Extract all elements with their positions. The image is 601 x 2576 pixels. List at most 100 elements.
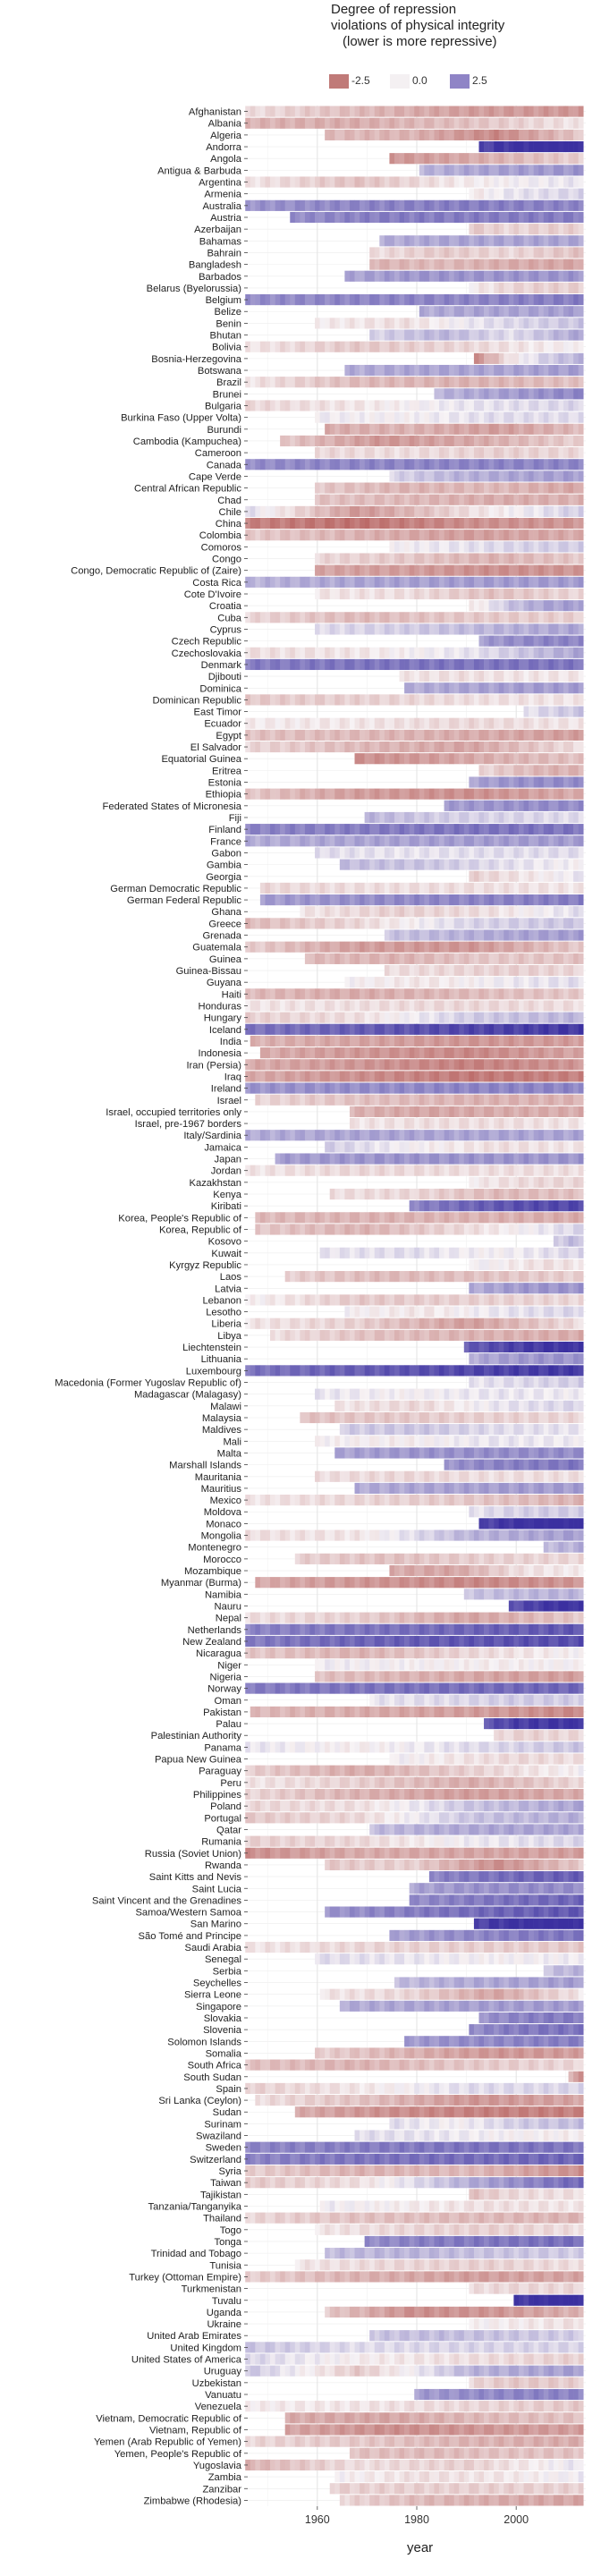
heatmap-tile	[364, 882, 370, 894]
heatmap-tile	[394, 835, 400, 847]
heatmap-tile	[508, 282, 514, 294]
heatmap-tile	[459, 388, 465, 400]
heatmap-tile	[488, 824, 495, 835]
heatmap-tile	[300, 435, 306, 447]
heatmap-tile	[259, 694, 266, 706]
heatmap-tile	[309, 576, 316, 588]
heatmap-tile	[473, 129, 479, 140]
heatmap-tile	[394, 517, 400, 530]
heatmap-tile	[399, 906, 405, 918]
heatmap-tile	[309, 824, 316, 835]
heatmap-tile	[379, 482, 385, 494]
heatmap-tile	[568, 258, 574, 270]
heatmap-tile	[558, 270, 564, 282]
heatmap-tile	[344, 694, 351, 706]
heatmap-tile	[538, 153, 545, 165]
heatmap-tile	[459, 470, 465, 482]
heatmap-tile	[409, 576, 415, 588]
heatmap-tile	[553, 882, 559, 894]
heatmap-tile	[334, 494, 341, 505]
heatmap-tile	[478, 1012, 485, 1023]
heatmap-tile	[568, 647, 574, 658]
heatmap-tile	[360, 588, 365, 600]
heatmap-tile	[533, 776, 539, 788]
heatmap-tile	[469, 1071, 475, 1082]
heatmap-tile	[504, 635, 510, 647]
heatmap-tile	[449, 929, 454, 941]
heatmap-tile	[434, 364, 440, 377]
heatmap-tile	[265, 530, 271, 541]
heatmap-tile	[568, 694, 574, 706]
heatmap-tile	[543, 505, 549, 517]
heatmap-tile	[529, 800, 534, 811]
heatmap-tile	[553, 517, 559, 530]
heatmap-tile	[374, 294, 380, 306]
heatmap-tile	[508, 859, 514, 870]
heatmap-tile	[444, 388, 450, 400]
heatmap-tile	[304, 106, 310, 117]
heatmap-tile	[428, 153, 435, 165]
heatmap-tile	[568, 588, 574, 600]
heatmap-tile	[290, 824, 296, 835]
heatmap-tile	[280, 1071, 285, 1082]
heatmap-tile	[568, 247, 574, 258]
heatmap-tile	[360, 859, 365, 870]
heatmap-tile	[325, 176, 331, 188]
heatmap-tile	[444, 423, 450, 435]
heatmap-tile	[384, 117, 390, 129]
heatmap-tile	[424, 906, 430, 918]
heatmap-tile	[404, 377, 410, 388]
heatmap-tile	[319, 1059, 326, 1071]
heatmap-tile	[548, 1094, 554, 1106]
heatmap-tile	[344, 1165, 351, 1176]
heatmap-tile	[360, 1059, 365, 1071]
heatmap-tile	[394, 364, 400, 377]
heatmap-tile	[518, 106, 524, 117]
heatmap-tile	[504, 1082, 510, 1094]
heatmap-tile	[369, 941, 376, 953]
heatmap-tile	[538, 1012, 545, 1023]
heatmap-tile	[523, 1071, 529, 1082]
heatmap-tile	[275, 658, 281, 671]
heatmap-tile	[498, 882, 504, 894]
heatmap-tile	[384, 176, 390, 188]
heatmap-tile	[404, 106, 410, 117]
heatmap-tile	[563, 1106, 569, 1117]
heatmap-tile	[300, 1035, 306, 1047]
heatmap-tile	[484, 564, 489, 576]
heatmap-tile	[484, 612, 489, 623]
heatmap-tile	[553, 106, 559, 117]
heatmap-tile	[523, 788, 529, 800]
heatmap-tile	[538, 211, 545, 224]
heatmap-tile	[259, 576, 266, 588]
heatmap-tile	[533, 341, 539, 352]
heatmap-tile	[548, 270, 554, 282]
heatmap-tile	[498, 1035, 504, 1047]
heatmap-tile	[339, 588, 345, 600]
heatmap-tile	[315, 717, 320, 729]
heatmap-tile	[325, 211, 331, 224]
heatmap-tile	[473, 870, 479, 882]
heatmap-tile	[463, 435, 470, 447]
heatmap-tile	[399, 953, 405, 964]
heatmap-tile	[364, 564, 370, 576]
heatmap-tile	[498, 188, 504, 199]
heatmap-tile	[513, 494, 520, 505]
heatmap-tile	[478, 765, 485, 776]
heatmap-tile	[255, 717, 261, 729]
heatmap-tile	[275, 824, 281, 835]
heatmap-tile	[424, 1000, 430, 1012]
heatmap-tile	[439, 835, 444, 847]
heatmap-tile	[399, 470, 405, 482]
heatmap-tile	[294, 988, 300, 1000]
heatmap-tile	[309, 658, 316, 671]
heatmap-tile	[488, 588, 495, 600]
heatmap-tile	[504, 753, 510, 765]
heatmap-tile	[290, 694, 296, 706]
heatmap-tile	[384, 377, 390, 388]
heatmap-tile	[504, 247, 510, 258]
heatmap-tile	[578, 318, 584, 329]
heatmap-tile	[414, 1094, 420, 1106]
heatmap-tile	[518, 1023, 524, 1035]
heatmap-tile	[434, 505, 440, 517]
